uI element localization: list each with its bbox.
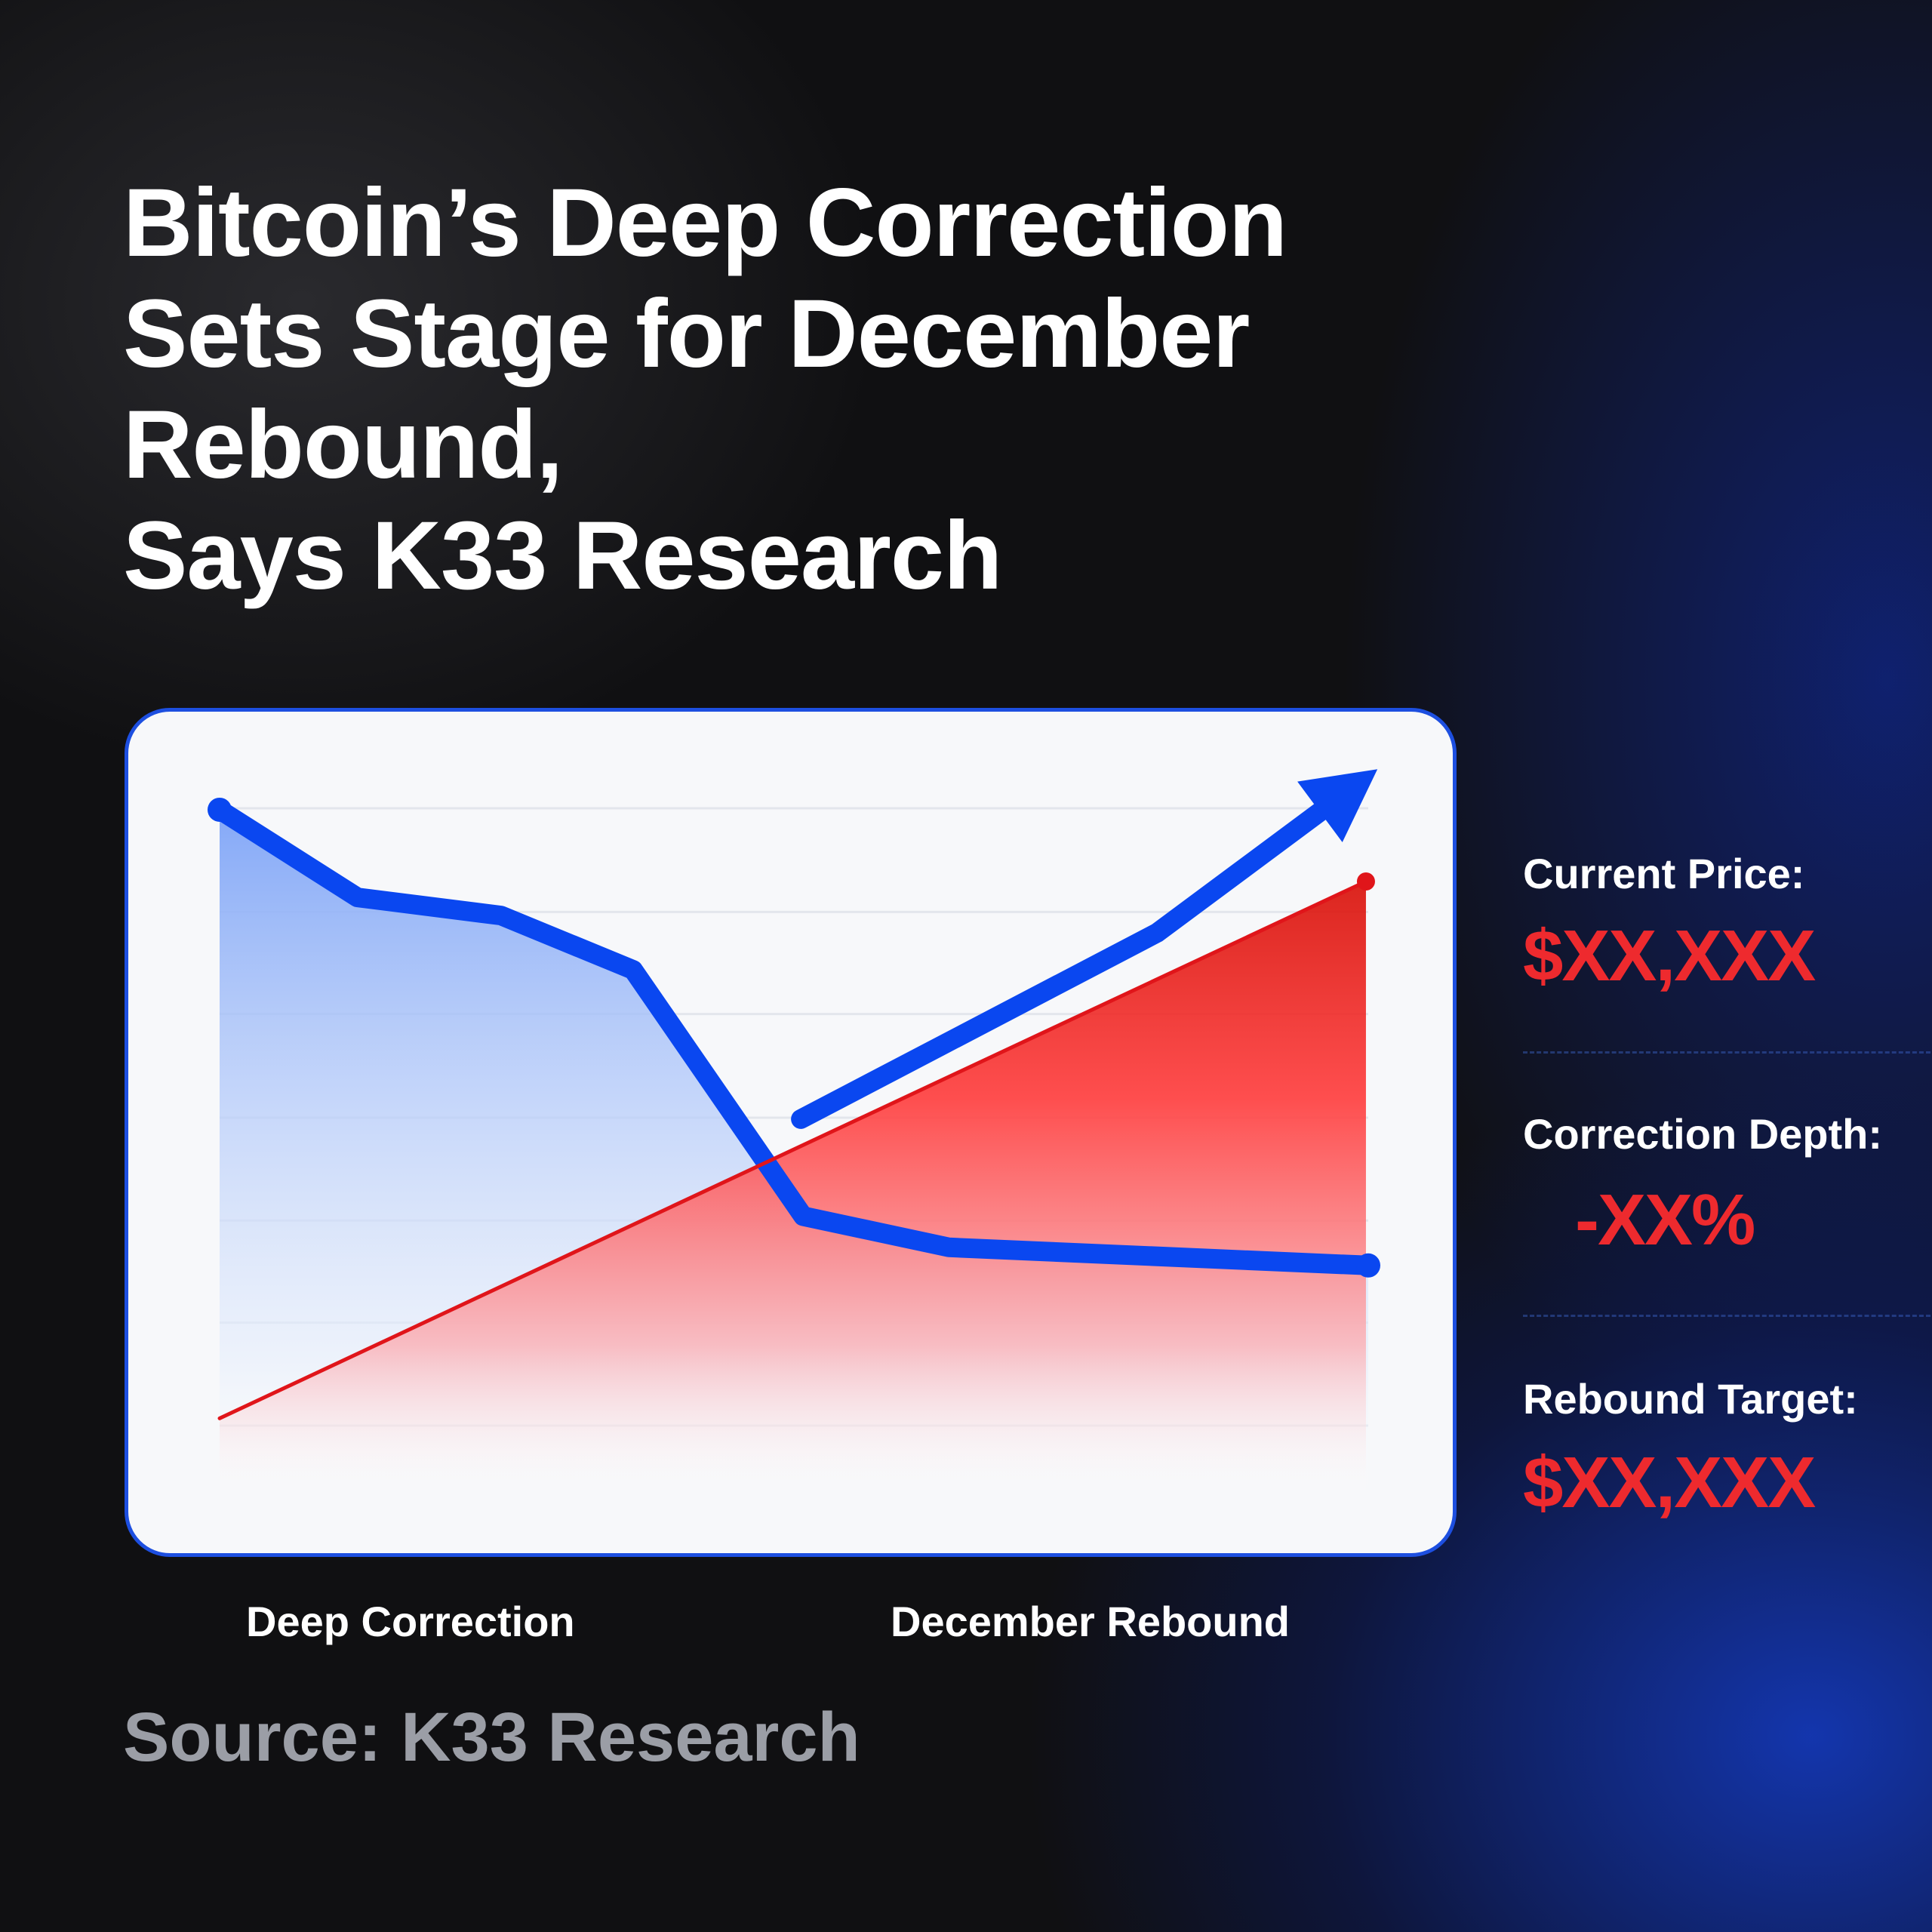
- price-line: [210, 799, 1378, 1275]
- headline-line: Says K33 Research: [123, 502, 1002, 610]
- data-point: [1356, 1253, 1380, 1278]
- data-point: [1356, 872, 1375, 891]
- headline: Bitcoin’s Deep Correction Sets Stage for…: [123, 168, 1287, 611]
- stat-label-current-price: Current Price:: [1523, 850, 1805, 897]
- stat-value-correction-depth: -XX%: [1575, 1180, 1755, 1260]
- headline-line: Bitcoin’s Deep Correction: [123, 169, 1287, 277]
- x-label-december-rebound: December Rebound: [891, 1598, 1290, 1645]
- data-point: [208, 797, 232, 822]
- arrow-head-icon: [1297, 769, 1378, 842]
- divider: [1523, 1315, 1930, 1317]
- rebound-trend-line: [791, 786, 1352, 1129]
- stat-label-correction-depth: Correction Depth:: [1523, 1110, 1882, 1158]
- stat-value-rebound-target: $XX,XXX: [1523, 1442, 1816, 1523]
- headline-line: Rebound,: [123, 391, 563, 499]
- x-label-deep-correction: Deep Correction: [246, 1598, 575, 1645]
- stat-value-current-price: $XX,XXX: [1523, 915, 1816, 996]
- headline-line: Sets Stage for December: [123, 280, 1250, 388]
- source-text: Source: K33 Research: [123, 1699, 860, 1776]
- red-trend-line: [217, 879, 1368, 1420]
- stat-label-rebound-target: Rebound Target:: [1523, 1375, 1858, 1423]
- divider: [1523, 1051, 1930, 1054]
